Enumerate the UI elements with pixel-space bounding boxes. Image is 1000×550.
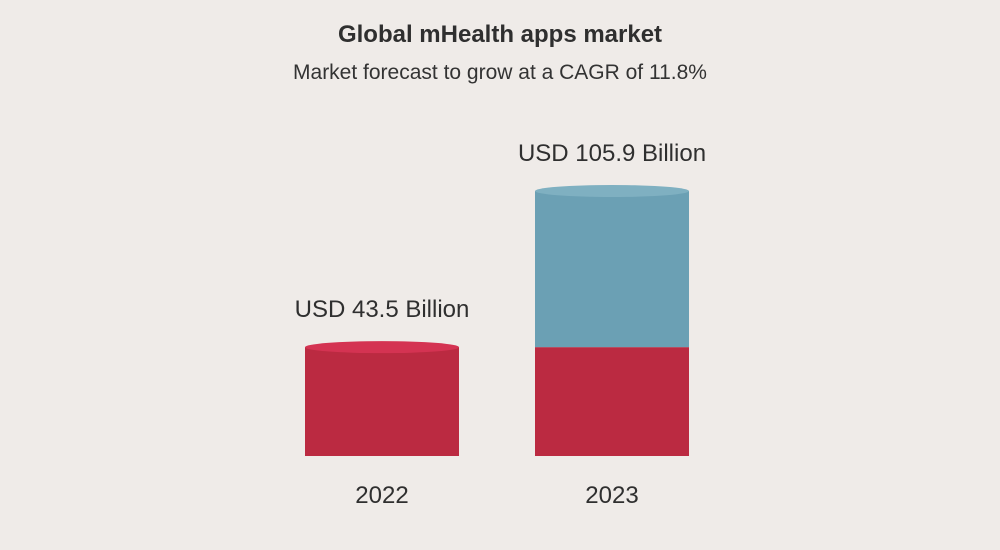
bar-2023-growth-segment <box>535 191 689 348</box>
chart-subtitle: Market forecast to grow at a CAGR of 11.… <box>293 61 707 84</box>
data-label-2023: USD 105.9 Billion <box>518 140 706 167</box>
bar-2023-top-cap <box>535 185 689 197</box>
bar-2023-base-segment <box>535 347 689 456</box>
data-label-2022: USD 43.5 Billion <box>295 296 470 323</box>
category-label-2023: 2023 <box>585 482 638 509</box>
chart-title: Global mHealth apps market <box>337 21 663 48</box>
category-label-2022: 2022 <box>355 482 408 509</box>
bar-2022-top-cap <box>305 341 459 354</box>
bar-2022-base-segment <box>305 347 459 456</box>
